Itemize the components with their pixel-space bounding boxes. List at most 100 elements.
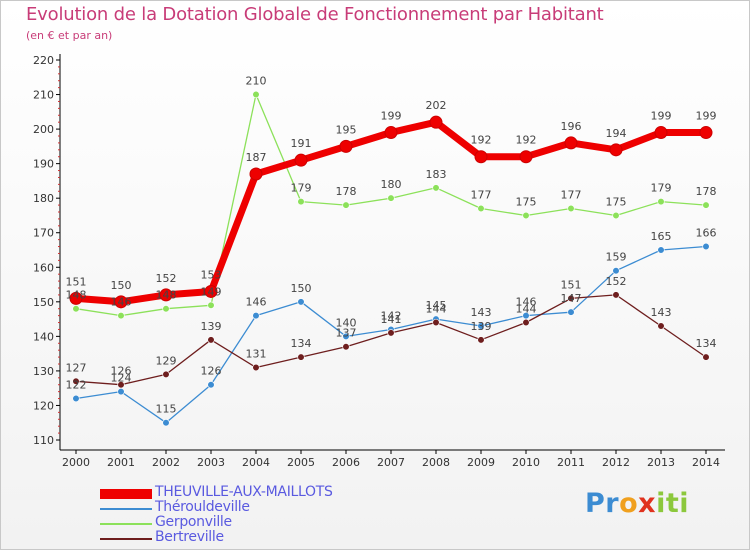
- data-label: 150: [291, 282, 312, 295]
- data-point: [72, 305, 80, 313]
- data-point: [162, 370, 170, 378]
- data-label: 139: [201, 320, 222, 333]
- legend-label: Gerponville: [155, 514, 232, 530]
- data-label: 144: [516, 303, 537, 316]
- data-label: 134: [696, 337, 717, 350]
- x-tick-label: 2007: [377, 456, 405, 469]
- data-point: [69, 291, 83, 305]
- data-label: 165: [651, 230, 672, 243]
- x-tick-label: 2003: [197, 456, 225, 469]
- data-point: [477, 204, 485, 213]
- data-point: [702, 353, 710, 361]
- x-tick-label: 2002: [152, 456, 180, 469]
- data-label: 126: [201, 365, 222, 378]
- data-point: [117, 381, 125, 389]
- data-label: 195: [336, 123, 357, 136]
- data-label: 199: [381, 110, 402, 123]
- legend-swatch: [100, 538, 152, 540]
- x-tick-label: 2009: [467, 456, 495, 469]
- data-point: [432, 184, 440, 192]
- data-label: 153: [201, 268, 222, 281]
- data-point: [387, 194, 395, 202]
- data-label: 142: [381, 309, 402, 322]
- x-tick-label: 2008: [422, 456, 450, 469]
- data-point: [297, 353, 305, 361]
- data-label: 199: [696, 110, 717, 123]
- x-tick-label: 2000: [62, 456, 90, 469]
- data-point: [117, 388, 125, 396]
- data-label: 129: [156, 354, 177, 367]
- data-point: [249, 167, 263, 181]
- data-point: [342, 332, 350, 340]
- data-point: [567, 308, 575, 316]
- data-label: 191: [291, 137, 312, 150]
- data-label: 143: [651, 306, 672, 319]
- x-tick-label: 2010: [512, 456, 540, 469]
- data-label: 146: [246, 296, 267, 309]
- data-point: [297, 298, 305, 306]
- data-point: [114, 295, 128, 309]
- data-label: 194: [606, 127, 627, 140]
- legend-item: Bertreville: [100, 529, 350, 547]
- y-tick-label: 210: [33, 89, 54, 102]
- data-point: [474, 150, 488, 164]
- y-tick-label: 120: [33, 399, 54, 412]
- data-point: [297, 198, 305, 206]
- data-point: [339, 139, 353, 153]
- data-point: [162, 305, 170, 313]
- chart-subtitle: (en € et par an): [26, 29, 113, 42]
- legend-label: Thérouldeville: [155, 499, 250, 515]
- data-point: [117, 312, 125, 320]
- legend-label: Bertreville: [155, 529, 224, 545]
- data-label: 127: [66, 361, 87, 374]
- data-label: 124: [111, 372, 132, 385]
- legend-label: THEUVILLE-AUX-MAILLOTS: [155, 484, 333, 500]
- data-point: [522, 312, 530, 320]
- data-label: 177: [471, 189, 492, 202]
- data-label: 166: [696, 227, 717, 240]
- data-label: 178: [336, 185, 357, 198]
- data-point: [657, 322, 665, 330]
- data-point: [657, 246, 665, 254]
- data-point: [162, 419, 170, 427]
- data-label: 131: [246, 347, 267, 360]
- data-point: [477, 336, 485, 344]
- data-label: 187: [246, 151, 267, 164]
- data-label: 192: [516, 134, 537, 147]
- legend-item: Thérouldeville: [100, 499, 350, 517]
- data-label: 210: [246, 75, 267, 88]
- data-label: 151: [561, 278, 582, 291]
- data-label: 175: [516, 195, 537, 208]
- data-point: [159, 288, 173, 302]
- data-label: 202: [426, 99, 447, 112]
- data-label: 175: [606, 195, 627, 208]
- y-tick-label: 170: [33, 227, 54, 240]
- data-label: 177: [561, 189, 582, 202]
- data-point: [702, 242, 710, 251]
- data-label: 140: [336, 316, 357, 329]
- data-point: [657, 198, 665, 206]
- data-point: [612, 291, 620, 299]
- data-point: [654, 126, 668, 140]
- data-label: 180: [381, 178, 402, 191]
- data-label: 199: [651, 110, 672, 123]
- legend-swatch: [100, 523, 152, 525]
- y-tick-label: 180: [33, 192, 54, 205]
- data-label: 178: [696, 185, 717, 198]
- legend-swatch: [100, 508, 152, 510]
- data-label: 143: [471, 306, 492, 319]
- legend-item: THEUVILLE-AUX-MAILLOTS: [100, 484, 350, 502]
- data-label: 145: [426, 299, 447, 312]
- chart-title: Evolution de la Dotation Globale de Fonc…: [26, 4, 604, 25]
- data-label: 139: [471, 320, 492, 333]
- data-point: [609, 143, 623, 157]
- x-tick-label: 2001: [107, 456, 135, 469]
- y-tick-label: 130: [33, 365, 54, 378]
- x-tick-label: 2012: [602, 456, 630, 469]
- data-point: [567, 294, 575, 302]
- y-tick-label: 150: [33, 296, 54, 309]
- y-tick-label: 200: [33, 123, 54, 136]
- data-point: [252, 90, 260, 99]
- data-point: [384, 126, 398, 140]
- data-point: [72, 377, 80, 385]
